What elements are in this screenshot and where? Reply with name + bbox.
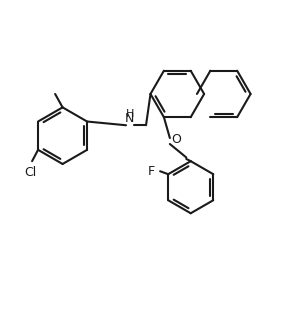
- Text: H: H: [125, 109, 134, 119]
- Text: O: O: [171, 133, 181, 146]
- Text: F: F: [148, 165, 155, 178]
- Text: Cl: Cl: [24, 166, 37, 179]
- Text: N: N: [125, 112, 134, 125]
